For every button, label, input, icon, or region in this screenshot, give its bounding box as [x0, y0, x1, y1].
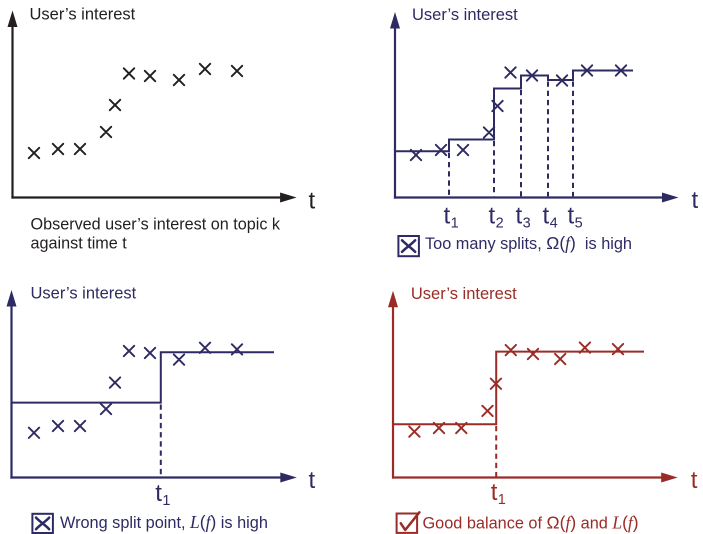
svg-text:t: t	[543, 203, 550, 230]
svg-text:1: 1	[162, 493, 170, 509]
svg-text:User’s interest: User’s interest	[411, 285, 517, 303]
svg-text:against time t: against time t	[31, 235, 128, 253]
svg-text:Too many splits, Ω(f) is high: Too many splits, Ω(f) is high	[425, 233, 632, 253]
svg-text:Wrong split point, L(f) is hig: Wrong split point, L(f) is high	[60, 512, 268, 532]
svg-text:t: t	[568, 203, 575, 230]
svg-text:User’s interest: User’s interest	[31, 285, 137, 303]
svg-text:1: 1	[498, 492, 506, 508]
svg-text:t: t	[516, 203, 523, 230]
svg-text:t: t	[309, 188, 316, 215]
svg-text:3: 3	[523, 216, 531, 232]
svg-text:t: t	[692, 187, 699, 214]
svg-text:User’s interest: User’s interest	[30, 6, 136, 24]
svg-text:4: 4	[550, 216, 558, 232]
svg-text:t: t	[444, 203, 451, 230]
svg-text:Good balance of Ω(f) and L(f): Good balance of Ω(f) and L(f)	[423, 513, 639, 533]
svg-text:t: t	[491, 479, 498, 506]
svg-text:1: 1	[451, 216, 459, 232]
svg-text:5: 5	[575, 216, 583, 232]
svg-text:2: 2	[496, 216, 504, 232]
svg-text:User’s interest: User’s interest	[412, 6, 518, 24]
svg-text:t: t	[155, 480, 162, 507]
svg-text:t: t	[309, 467, 316, 494]
svg-text:t: t	[489, 203, 496, 230]
svg-text:t: t	[691, 467, 698, 494]
svg-text:Observed user’s interest on to: Observed user’s interest on topic k	[31, 216, 281, 234]
